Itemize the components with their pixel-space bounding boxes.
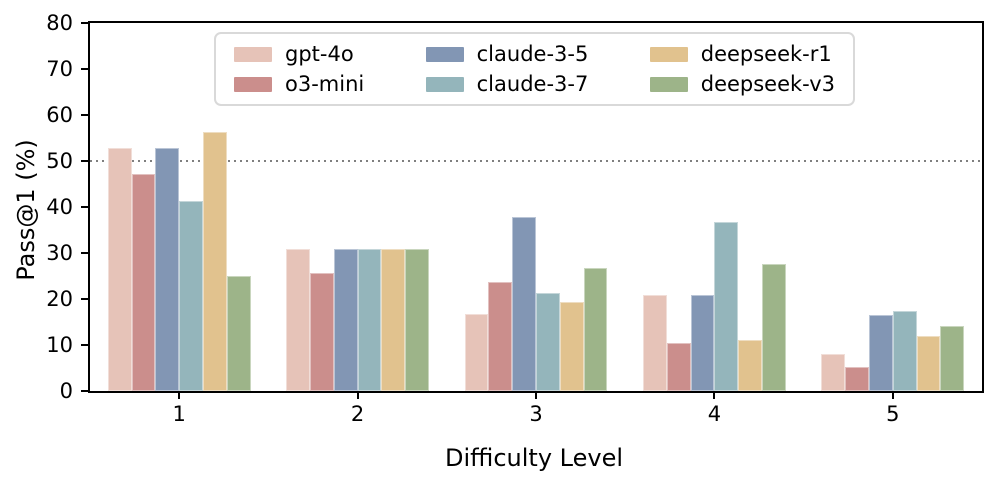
legend-swatch-deepseek-r1: [649, 46, 688, 62]
bar-claude-3-5-level-4: [690, 295, 715, 391]
bar-deepseek-v3-level-4: [761, 264, 786, 391]
bar-deepseek-r1-level-3: [559, 302, 584, 391]
bar-deepseek-r1-level-2: [381, 249, 406, 391]
bar-gpt-4o-level-3: [464, 314, 489, 391]
x-tick-2: [356, 393, 359, 399]
y-axis-label: Pass@1 (%): [12, 139, 40, 281]
y-tick-label-10: 10: [46, 333, 73, 357]
legend-label-o3-mini: o3-mini: [285, 72, 365, 96]
legend-item-gpt-4o: gpt-4o: [234, 42, 364, 66]
y-tick-30: [81, 252, 88, 254]
bar-o3-mini-level-5: [845, 367, 869, 391]
legend-label-deepseek-v3: deepseek-v3: [700, 72, 835, 96]
y-tick-20: [81, 298, 88, 300]
y-tick-label-50: 50: [46, 149, 73, 173]
x-tick-label-5: 5: [886, 402, 900, 426]
legend-label-deepseek-r1: deepseek-r1: [700, 42, 832, 66]
y-tick-50: [81, 160, 88, 162]
y-tick-label-70: 70: [46, 57, 73, 81]
y-tick-40: [81, 206, 88, 208]
x-tick-label-1: 1: [172, 402, 186, 426]
legend-label-claude-3-7: claude-3-7: [476, 72, 589, 96]
y-tick-label-30: 30: [46, 241, 73, 265]
legend-column-3: deepseek-r1 deepseek-v3: [649, 42, 835, 96]
legend-swatch-o3-mini: [234, 76, 272, 92]
bar-gpt-4o-level-5: [821, 353, 846, 391]
x-tick-label-4: 4: [707, 402, 722, 426]
y-tick-label-60: 60: [46, 103, 73, 127]
bar-claude-3-5-level-5: [869, 315, 893, 391]
y-tick-label-80: 80: [46, 11, 73, 35]
legend-column-1: gpt-4o o3-mini: [234, 42, 364, 96]
bar-claude-3-7-level-3: [536, 293, 560, 391]
legend-item-claude-3-7: claude-3-7: [425, 72, 589, 96]
y-tick-80: [81, 22, 88, 24]
bar-deepseek-v3-level-5: [940, 326, 965, 391]
bar-claude-3-5-level-3: [512, 216, 536, 391]
legend-item-deepseek-r1: deepseek-r1: [649, 42, 835, 66]
bar-claude-3-7-level-1: [179, 201, 203, 391]
y-tick-label-0: 0: [59, 379, 73, 403]
y-tick-10: [81, 344, 88, 346]
legend-swatch-deepseek-v3: [649, 76, 688, 92]
bar-claude-3-5-level-1: [155, 147, 180, 391]
bar-deepseek-r1-level-4: [738, 340, 762, 391]
y-tick-70: [81, 68, 88, 70]
bar-gpt-4o-level-1: [107, 147, 132, 391]
bar-deepseek-v3-level-3: [583, 267, 608, 391]
bar-deepseek-r1-level-5: [916, 335, 941, 391]
x-tick-label-3: 3: [529, 402, 543, 426]
bar-claude-3-7-level-5: [892, 310, 917, 391]
y-tick-0: [81, 390, 88, 392]
bar-o3-mini-level-4: [666, 343, 691, 391]
x-axis-label: Difficulty Level: [444, 444, 624, 472]
bar-claude-3-5-level-2: [333, 249, 358, 391]
x-tick-1: [178, 393, 181, 399]
x-tick-5: [891, 393, 894, 399]
legend-swatch-gpt-4o: [234, 46, 272, 62]
legend-swatch-claude-3-7: [425, 76, 464, 92]
legend-swatch-claude-3-5: [425, 46, 464, 62]
legend-label-claude-3-5: claude-3-5: [476, 42, 589, 66]
y-tick-label-40: 40: [46, 195, 73, 219]
legend-column-2: claude-3-5 claude-3-7: [425, 42, 589, 96]
bar-claude-3-7-level-4: [714, 222, 739, 391]
legend: gpt-4o o3-mini claude-3-5 claude-3-7 deepsee…: [214, 32, 855, 106]
bar-gpt-4o-level-4: [643, 295, 667, 391]
y-tick-label-20: 20: [46, 287, 73, 311]
bar-gpt-4o-level-2: [286, 249, 311, 391]
x-tick-3: [535, 393, 537, 399]
reference-line-50: [90, 160, 982, 162]
bar-deepseek-v3-level-2: [405, 249, 429, 391]
bar-deepseek-v3-level-1: [226, 276, 251, 391]
bar-o3-mini-level-1: [131, 173, 156, 391]
legend-label-gpt-4o: gpt-4o: [285, 42, 354, 66]
legend-item-o3-mini: o3-mini: [234, 72, 364, 96]
bar-o3-mini-level-2: [310, 272, 334, 391]
y-tick-60: [81, 114, 88, 116]
bar-deepseek-r1-level-1: [202, 132, 227, 391]
legend-item-claude-3-5: claude-3-5: [425, 42, 589, 66]
bar-o3-mini-level-3: [488, 281, 513, 391]
legend-item-deepseek-v3: deepseek-v3: [649, 72, 835, 96]
bar-claude-3-7-level-2: [357, 249, 382, 391]
x-tick-4: [713, 393, 716, 399]
x-tick-label-2: 2: [350, 402, 365, 426]
